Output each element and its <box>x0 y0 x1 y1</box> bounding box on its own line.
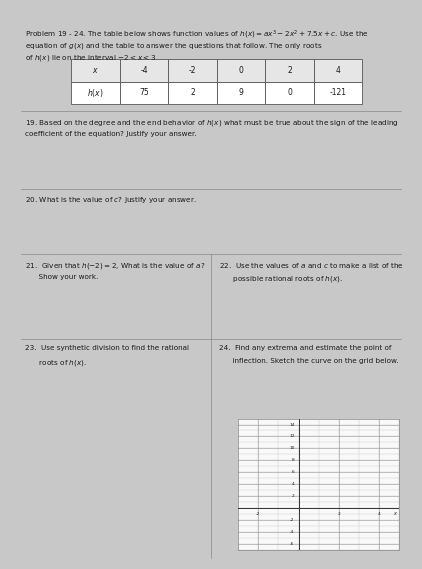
Text: 20. What is the value of $c$? Justify your answer.: 20. What is the value of $c$? Justify yo… <box>24 195 197 205</box>
Text: 0: 0 <box>287 89 292 97</box>
Text: -2: -2 <box>290 518 295 522</box>
Text: 2: 2 <box>190 89 195 97</box>
Text: 2: 2 <box>292 494 295 498</box>
Text: 8: 8 <box>292 458 295 462</box>
Text: 0: 0 <box>239 65 243 75</box>
Text: possible rational roots of $h(x)$.: possible rational roots of $h(x)$. <box>219 274 343 284</box>
Text: $x$: $x$ <box>92 65 99 75</box>
Bar <box>265 81 314 105</box>
Text: 75: 75 <box>139 89 149 97</box>
Text: -6: -6 <box>290 542 295 546</box>
Text: of $h(x)$ lie on the interval $-2 < x < 3$: of $h(x)$ lie on the interval $-2 < x < … <box>24 53 156 63</box>
Text: 21.  Given that $h(-2) = 2$, What is the value of $a$?: 21. Given that $h(-2) = 2$, What is the … <box>24 261 205 271</box>
Text: Problem 19 - 24. The table below shows function values of $h(x) = ax^3 - 2x^2 + : Problem 19 - 24. The table below shows f… <box>24 29 368 42</box>
Bar <box>120 81 168 105</box>
Bar <box>217 59 265 81</box>
Text: Show your work.: Show your work. <box>24 274 98 280</box>
Bar <box>168 81 217 105</box>
Text: 24.  Find any extrema and estimate the point of: 24. Find any extrema and estimate the po… <box>219 345 391 352</box>
Text: $h(x)$: $h(x)$ <box>87 87 104 99</box>
Text: roots of $h(x)$.: roots of $h(x)$. <box>24 358 87 369</box>
Bar <box>120 59 168 81</box>
Bar <box>314 81 362 105</box>
Bar <box>168 59 217 81</box>
Bar <box>265 59 314 81</box>
Text: -4: -4 <box>290 530 295 534</box>
Text: -2: -2 <box>189 65 196 75</box>
Text: 12: 12 <box>289 435 295 439</box>
Bar <box>314 59 362 81</box>
Text: -4: -4 <box>140 65 148 75</box>
Bar <box>217 81 265 105</box>
Text: 4: 4 <box>378 512 381 516</box>
Text: 6: 6 <box>292 470 295 474</box>
Text: 14: 14 <box>289 423 295 427</box>
Text: -121: -121 <box>330 89 346 97</box>
Text: -2: -2 <box>256 512 260 516</box>
Text: equation of $g(x)$ and the table to answer the questions that follow. The only r: equation of $g(x)$ and the table to answ… <box>24 41 322 51</box>
Text: 23.  Use synthetic division to find the rational: 23. Use synthetic division to find the r… <box>24 345 189 352</box>
Text: 10: 10 <box>289 446 295 450</box>
Text: x: x <box>393 511 396 516</box>
Bar <box>71 81 120 105</box>
Text: 4: 4 <box>292 482 295 486</box>
Text: coefficient of the equation? Justify your answer.: coefficient of the equation? Justify you… <box>24 131 196 137</box>
Text: 22.  Use the values of $a$ and $c$ to make a list of the: 22. Use the values of $a$ and $c$ to mak… <box>219 261 404 270</box>
Text: 9: 9 <box>239 89 243 97</box>
Text: 4: 4 <box>336 65 341 75</box>
Text: inflection. Sketch the curve on the grid below.: inflection. Sketch the curve on the grid… <box>219 358 398 365</box>
Text: 2: 2 <box>287 65 292 75</box>
Bar <box>71 59 120 81</box>
Text: 19. Based on the degree and the end behavior of $h(x)$ what must be true about t: 19. Based on the degree and the end beha… <box>24 118 398 127</box>
Text: 2: 2 <box>338 512 340 516</box>
